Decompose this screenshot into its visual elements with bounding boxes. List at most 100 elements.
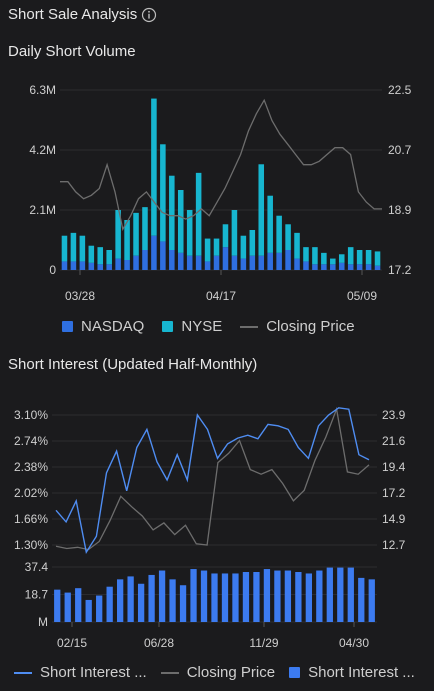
nyse-bar <box>106 250 112 265</box>
nyse-bar <box>97 247 104 265</box>
short-interest-bar <box>263 569 271 622</box>
nasdaq-bar <box>321 264 327 270</box>
short-interest-chart: 1.30% 1.66% 2.02% 2.38% 2.74% 3.10% 12.7 14.9 17… <box>14 406 406 650</box>
nasdaq-bar <box>177 252 184 270</box>
daily-short-volume-chart: 0 2.1M 4.2M 6.3M 17.2 18.9 20.7 22.5 03/28 04/17 0… <box>29 83 412 303</box>
nasdaq-bar <box>88 262 95 270</box>
nasdaq-bar <box>258 255 265 270</box>
nasdaq-bar <box>330 264 336 270</box>
nasdaq-bar <box>303 261 309 270</box>
short-interest-bar <box>211 573 218 622</box>
page-title: Short Sale Analysis <box>8 6 157 23</box>
short-interest-bar <box>326 567 333 622</box>
legend-item-short-interest-bar[interactable]: Short Interest ... <box>289 664 415 681</box>
short-interest-bar <box>284 570 292 622</box>
nyse-bar <box>142 207 148 250</box>
nyse-bar <box>374 251 381 266</box>
x-tick-label: 05/09 <box>347 289 377 303</box>
nasdaq-bar <box>240 258 247 270</box>
legend-item-closing-price-2[interactable]: Closing Price <box>160 664 276 681</box>
nyse-bar <box>258 164 265 256</box>
legend-label-closing-price: Closing Price <box>266 318 355 335</box>
nyse-bar <box>169 175 175 250</box>
short-interest-bar <box>274 570 281 622</box>
nasdaq-bar <box>151 235 157 270</box>
legend-label-nyse: NYSE <box>181 318 223 335</box>
closing-price-line <box>60 98 382 231</box>
y-right-tick-label: 22.5 <box>388 83 412 97</box>
nyse-bar <box>160 144 166 242</box>
short-interest-bar <box>75 588 82 622</box>
short-interest-bar <box>253 572 260 622</box>
legend-item-nyse[interactable]: NYSE <box>162 318 222 335</box>
nyse-bar <box>115 210 121 259</box>
nasdaq-bar <box>142 250 148 270</box>
y-right-tick-label: 17.2 <box>382 486 406 500</box>
nasdaq-bar <box>186 255 193 270</box>
nyse-bar <box>312 247 318 265</box>
nasdaq-bar <box>365 264 372 270</box>
nyse-bar <box>249 230 256 256</box>
nasdaq-bar <box>70 261 77 270</box>
y-left-tick-label: 1.66% <box>14 512 48 526</box>
short-interest-bar <box>148 574 155 622</box>
y-right-tick-label: 14.9 <box>382 512 406 526</box>
legend-item-closing-price[interactable]: Closing Price <box>240 318 355 335</box>
nasdaq-bar <box>97 264 104 270</box>
short-interest-bar <box>158 570 166 622</box>
legend-label-closing-price-2: Closing Price <box>186 664 276 681</box>
nyse-bar <box>204 238 211 262</box>
y-right-tick-label: 20.7 <box>388 143 412 157</box>
short-interest-bar <box>358 577 365 622</box>
y-bottom-tick-label: M <box>38 615 48 629</box>
nyse-bar <box>61 235 68 262</box>
nyse-bar <box>321 252 327 265</box>
nasdaq-bar <box>222 247 229 270</box>
short-interest-bar <box>305 573 312 622</box>
short-interest-bar <box>221 573 229 622</box>
nasdaq-swatch-icon <box>62 321 73 332</box>
short-interest-bar <box>337 567 344 622</box>
short-interest-bar <box>190 569 197 622</box>
y-left-tick-label: 6.3M <box>29 83 56 97</box>
y-left-tick-label: 0 <box>49 263 56 277</box>
short-interest-bar <box>106 586 113 622</box>
y-bottom-tick-label: 18.7 <box>25 588 49 602</box>
y-left-tick-label: 4.2M <box>29 143 56 157</box>
short-interest-bar <box>347 567 354 622</box>
short-interest-bar <box>64 592 71 622</box>
nyse-swatch-icon <box>162 321 174 332</box>
nyse-bar <box>356 250 363 265</box>
nyse-bar <box>338 254 345 263</box>
legend-label-short-interest-line: Short Interest ... <box>40 664 147 681</box>
nyse-bar <box>231 210 238 256</box>
info-icon[interactable] <box>141 7 157 23</box>
nyse-bar <box>186 210 193 256</box>
short-interest-bar <box>316 570 323 622</box>
legend-item-nasdaq[interactable]: NASDAQ <box>62 318 144 335</box>
nyse-bar <box>79 235 86 262</box>
nyse-bar <box>276 215 282 253</box>
x-tick-label: 06/28 <box>144 636 174 650</box>
legend-item-short-interest-line[interactable]: Short Interest ... <box>14 664 147 681</box>
short-interest-bar <box>117 579 124 622</box>
x-tick-label: 04/17 <box>206 289 236 303</box>
nasdaq-bar <box>195 255 202 270</box>
nasdaq-bar <box>61 261 68 270</box>
nyse-bar <box>213 238 220 256</box>
x-tick-label: 04/30 <box>339 636 369 650</box>
nasdaq-bar <box>294 258 300 270</box>
nasdaq-bar <box>338 262 345 270</box>
nasdaq-bar <box>276 252 282 270</box>
nyse-bar <box>285 224 291 250</box>
nasdaq-bar <box>115 258 121 270</box>
y-right-tick-label: 17.2 <box>388 263 412 277</box>
y-left-tick-label: 2.1M <box>29 203 56 217</box>
nyse-bar <box>347 247 354 265</box>
short-interest-bar <box>232 573 239 622</box>
x-tick-label: 02/15 <box>57 636 87 650</box>
y-bottom-tick-label: 37.4 <box>25 560 49 574</box>
short-interest-bar <box>242 572 250 622</box>
nyse-bar <box>240 235 247 259</box>
short-interest-bar <box>85 599 92 622</box>
